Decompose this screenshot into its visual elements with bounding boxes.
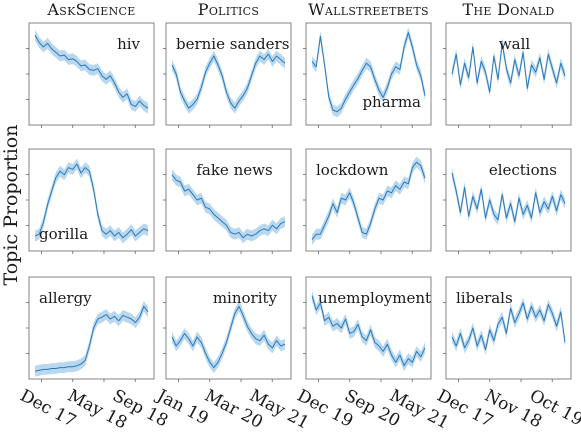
panel-the-donald-elections: elections [443, 148, 572, 254]
y-axis-label: Topic Proportion [0, 125, 22, 286]
panel-askscience-allergy: allergy [26, 276, 155, 382]
panel-askscience-hiv: hiv [26, 22, 155, 128]
series-line-pharma [311, 32, 426, 113]
column-title-wallstreetbets: Wallstreetbets [308, 0, 429, 19]
panel-politics-fake-news: fake news [163, 148, 292, 254]
topic-label-wall: wall [499, 35, 531, 53]
topic-label-bernie-sanders: bernie sanders [176, 35, 289, 53]
confidence-band-wall [452, 38, 565, 98]
panel-politics-minority: minority [163, 276, 292, 382]
column-title-askscience: AskScience [46, 0, 135, 19]
series-line-bernie-sanders [171, 53, 286, 109]
topic-label-allergy: allergy [39, 289, 92, 307]
confidence-band-unemployment [312, 290, 425, 372]
series-line-wall [451, 42, 566, 93]
panel-the-donald-wall: wall [443, 22, 572, 128]
topic-label-pharma: pharma [362, 93, 421, 111]
confidence-band-minority [172, 301, 285, 373]
panel-wallstreetbets-unemployment: unemployment [303, 276, 432, 382]
series-line-gorilla [34, 163, 149, 239]
series-line-lockdown [311, 161, 426, 240]
topic-label-fake-news: fake news [196, 161, 272, 179]
series-line-elections [451, 172, 566, 223]
topic-label-liberals: liberals [456, 289, 513, 307]
confidence-band-fake-news [172, 169, 285, 244]
topic-label-unemployment: unemployment [318, 289, 431, 307]
panel-wallstreetbets-pharma: pharma [303, 22, 432, 128]
confidence-band-elections [452, 167, 565, 227]
series-line-unemployment [311, 295, 426, 367]
panel-askscience-gorilla: gorilla [26, 148, 155, 254]
column-title-the-donald: The Donald [463, 0, 555, 19]
series-line-hiv [34, 35, 149, 109]
series-line-liberals [451, 302, 566, 351]
confidence-band-bernie-sanders [172, 48, 285, 114]
series-line-fake-news [171, 174, 286, 239]
topic-label-elections: elections [489, 161, 557, 179]
topic-label-hiv: hiv [117, 35, 140, 53]
panel-politics-bernie-sanders: bernie sanders [163, 22, 292, 128]
topic-label-minority: minority [213, 289, 278, 307]
confidence-band-liberals [452, 297, 565, 355]
series-line-allergy [34, 305, 149, 372]
panel-wallstreetbets-lockdown: lockdown [303, 148, 432, 254]
series-line-minority [171, 305, 286, 369]
panel-the-donald-liberals: liberals [443, 276, 572, 382]
column-title-politics: Politics [198, 0, 259, 19]
topic-label-gorilla: gorilla [39, 225, 88, 243]
topic-label-lockdown: lockdown [316, 161, 389, 179]
